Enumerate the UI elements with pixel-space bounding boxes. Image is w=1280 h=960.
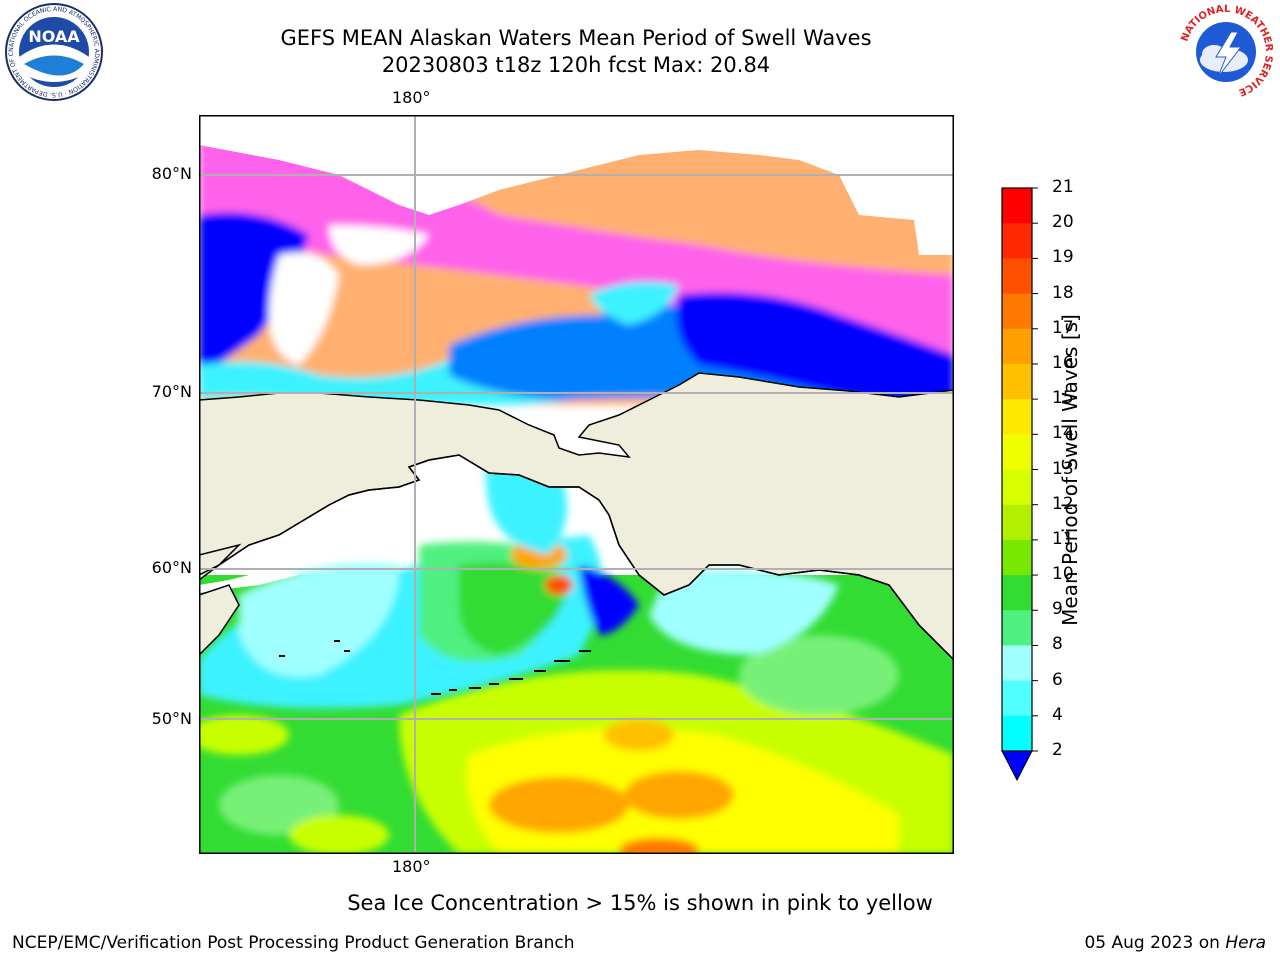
colorbar-tick-label: 21 <box>1052 177 1074 197</box>
noaa-logo-text: NOAA <box>28 27 80 46</box>
colorbar-tick-label: 19 <box>1052 247 1074 268</box>
colorbar-title: Mean Period of Swell Waves [s] <box>1058 314 1082 626</box>
colorbar-tick-label: 9 <box>1052 599 1063 620</box>
colorbar-swatches <box>1002 188 1032 752</box>
colorbar-tick-label: 18 <box>1052 282 1074 303</box>
colorbar-swatch <box>1002 715 1032 752</box>
colorbar-tick-label: 16 <box>1052 352 1074 373</box>
footer-machine: Hera <box>1225 933 1266 953</box>
colorbar-swatch <box>1002 434 1032 470</box>
colorbar-extend-triangle <box>1001 750 1033 782</box>
footer-date-text: 05 Aug 2023 on <box>1084 933 1226 953</box>
colorbar-swatch <box>1002 469 1032 506</box>
colorbar-swatch <box>1002 680 1032 717</box>
swell-period-map <box>199 115 954 854</box>
graticule <box>199 115 954 854</box>
bering-sea-pattern <box>199 415 839 709</box>
latitude-label-80n: 80°N <box>151 164 192 183</box>
longitude-label-bottom: 180° <box>392 857 431 876</box>
map-field <box>199 115 954 854</box>
colorbar-swatch <box>1002 293 1032 330</box>
latitude-label-70n: 70°N <box>151 382 192 401</box>
colorbar-swatch <box>1002 504 1032 541</box>
colorbar-swatch <box>1002 328 1032 365</box>
colorbar-tick-label: 13 <box>1052 458 1074 479</box>
colorbar-tick-label: 12 <box>1052 493 1074 514</box>
colorbar-swatch <box>1002 539 1032 576</box>
colorbar-tick-label: 14 <box>1052 423 1074 444</box>
footer-date: 05 Aug 2023 on Hera <box>1084 933 1266 953</box>
colorbar-swatch <box>1002 258 1032 295</box>
aleutian-islands <box>279 640 591 695</box>
colorbar-tick-label: 11 <box>1052 528 1074 549</box>
longitude-label-top: 180° <box>392 88 431 107</box>
colorbar-tick-label: 20 <box>1052 212 1074 233</box>
colorbar <box>1001 187 1038 782</box>
colorbar-tick-label: 2 <box>1052 740 1063 760</box>
colorbar-tick-label: 15 <box>1052 388 1074 409</box>
map-frame <box>199 115 954 854</box>
nws-logo: NATIONAL WEATHER SERVICE <box>1178 4 1274 100</box>
colorbar-ticks <box>1032 187 1038 752</box>
chart-subtitle: 20230803 t18z 120h fcst Max: 20.84 <box>381 53 771 77</box>
colorbar-swatch <box>1002 188 1032 224</box>
colorbar-swatch <box>1002 645 1032 682</box>
colorbar-tick-label: 4 <box>1052 704 1063 725</box>
colorbar-tick-label: 6 <box>1052 669 1063 690</box>
pacific-swell-pattern <box>199 635 954 854</box>
colorbar-swatch <box>1002 363 1032 400</box>
latitude-label-50n: 50°N <box>151 709 192 728</box>
colorbar-tick-label: 17 <box>1052 317 1074 338</box>
colorbar-swatch <box>1002 223 1032 259</box>
chart-title: GEFS MEAN Alaskan Waters Mean Period of … <box>280 26 872 50</box>
colorbar-swatch <box>1002 610 1032 646</box>
colorbar-swatch <box>1002 399 1032 435</box>
noaa-logo: NATIONAL OCEANIC AND ATMOSPHERIC ADMINIS… <box>4 2 103 101</box>
latitude-label-60n: 60°N <box>151 558 192 577</box>
colorbar-tick-label: 8 <box>1052 634 1063 655</box>
colorbar-swatch <box>1002 575 1032 611</box>
no-data-area <box>199 115 954 255</box>
colorbar-tick-label: 10 <box>1052 564 1074 585</box>
footer-credit: NCEP/EMC/Verification Post Processing Pr… <box>12 933 575 953</box>
sea-ice-note: Sea Ice Concentration > 15% is shown in … <box>347 891 933 915</box>
